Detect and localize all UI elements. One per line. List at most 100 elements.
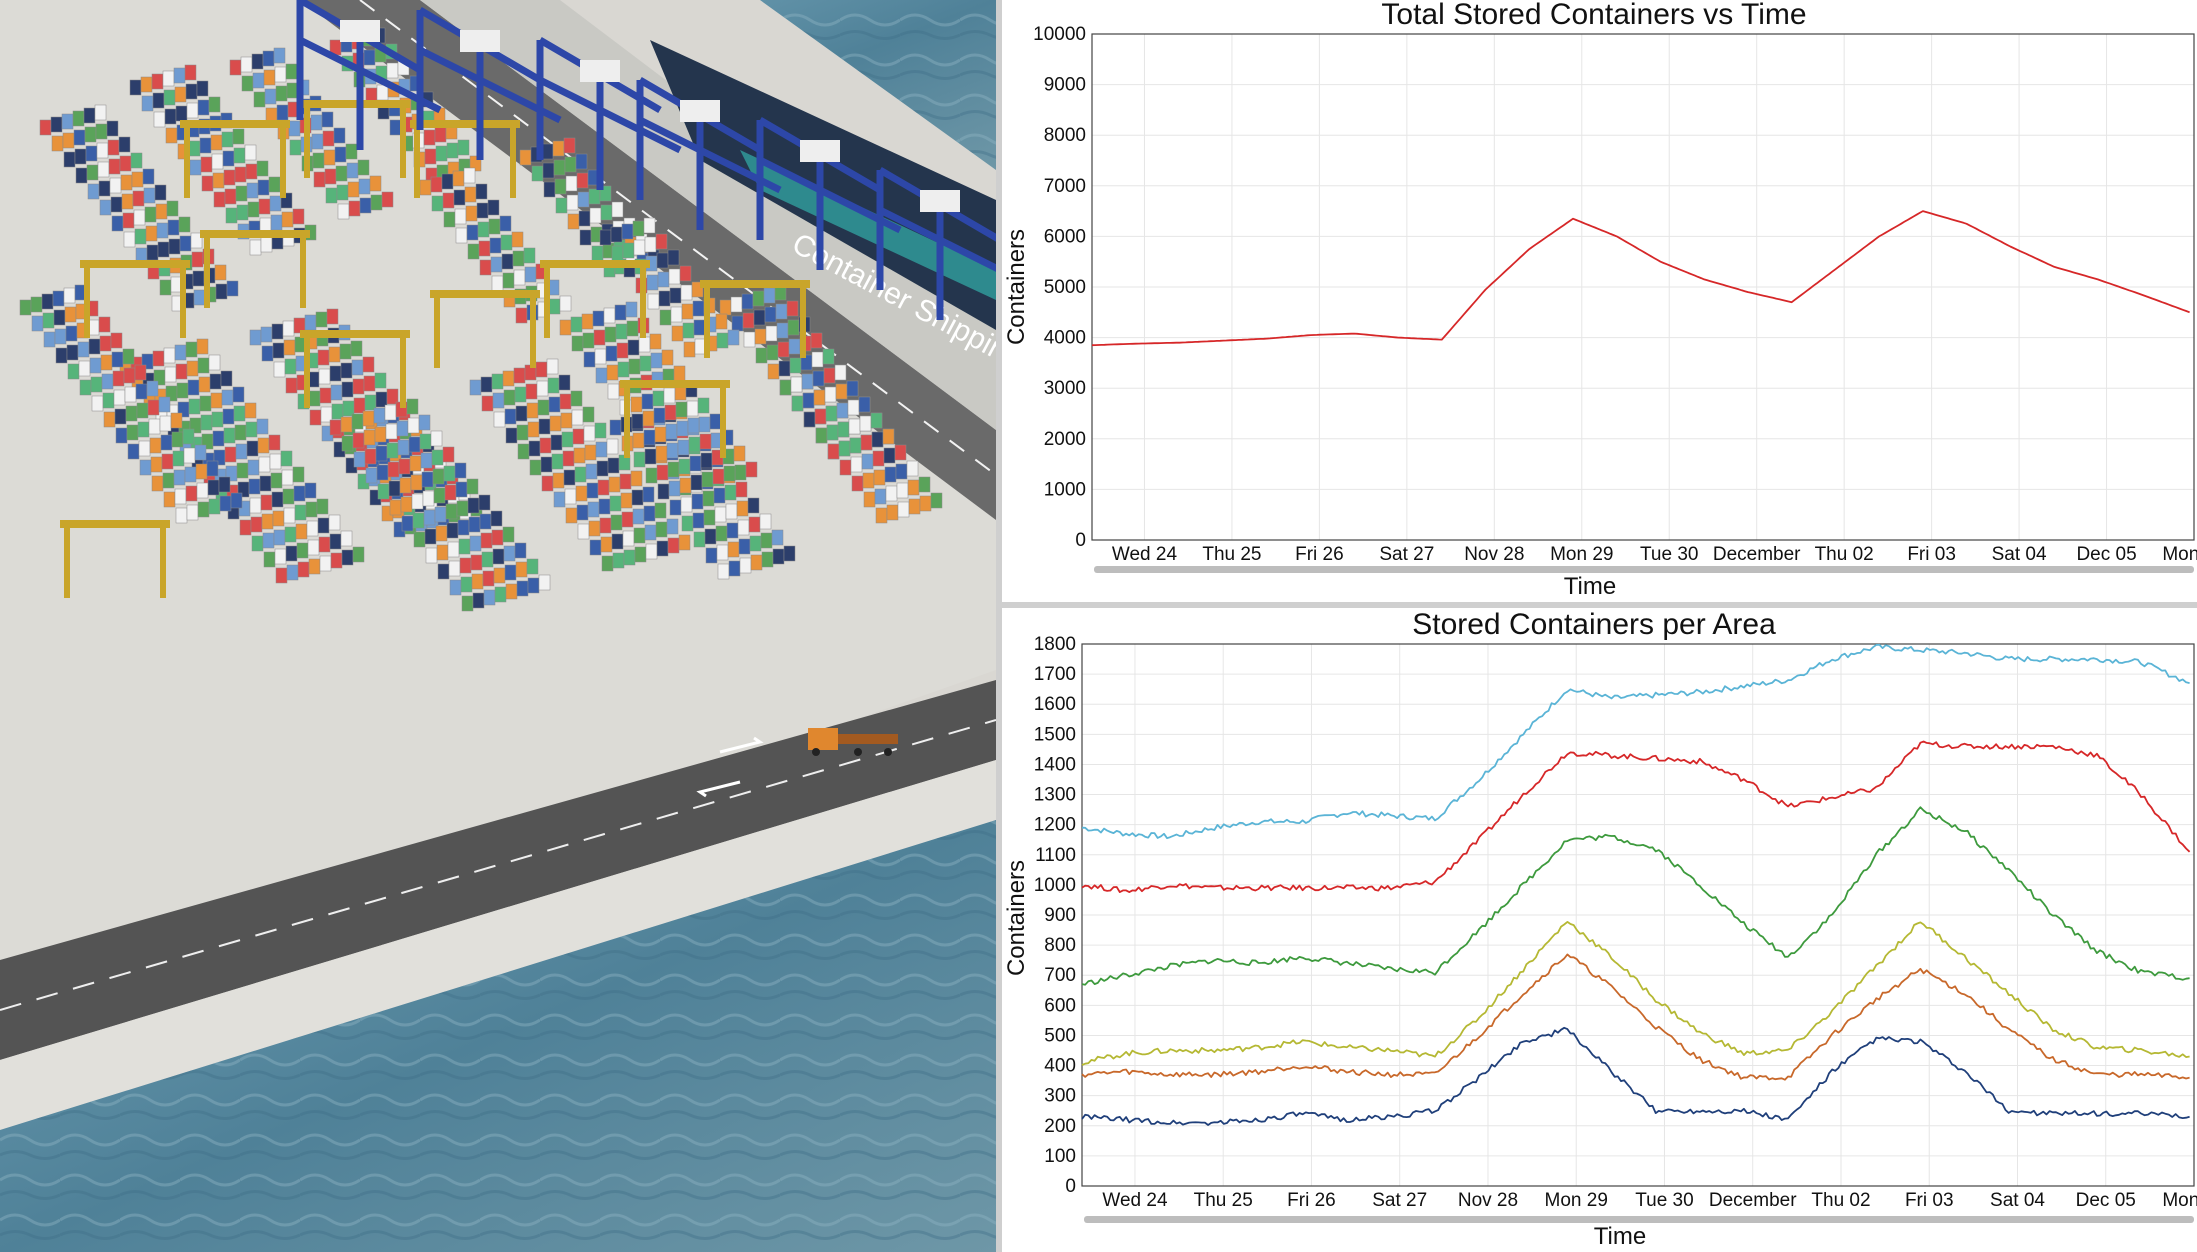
stored-containers-per-area-chart: Stored Containers per Area Time Containe… bbox=[1003, 608, 2197, 1250]
container-stack-icon bbox=[419, 167, 572, 324]
gantry-crane-icon bbox=[700, 280, 810, 358]
panel-divider bbox=[996, 0, 1002, 1252]
x-tick-label: Fri 26 bbox=[1287, 1190, 1336, 1211]
y-tick-label: 1000 bbox=[1034, 875, 1076, 896]
x-tick-label: Mon 29 bbox=[1550, 544, 1613, 565]
x-tick-label: Tue 30 bbox=[1640, 544, 1698, 565]
gantry-crane-icon bbox=[430, 290, 540, 368]
y-tick-label: 900 bbox=[1044, 905, 1076, 926]
gantry-crane-icon bbox=[80, 260, 190, 338]
ship-to-shore-crane-icon bbox=[756, 116, 902, 270]
y-tick-label: 6000 bbox=[1044, 226, 1086, 247]
x-tick-label: Sat 04 bbox=[1990, 1190, 2045, 1211]
x-tick-label: Mon 06 bbox=[2162, 1190, 2197, 1211]
y-tick-label: 3000 bbox=[1044, 378, 1086, 399]
x-tick-label: Mon 29 bbox=[1545, 1190, 1608, 1211]
x-tick-label: Thu 02 bbox=[1815, 544, 1874, 565]
container-stack-icon bbox=[329, 398, 551, 612]
yard-blocks-and-cranes bbox=[19, 0, 996, 612]
time-scrollbar[interactable] bbox=[1084, 1216, 2194, 1223]
y-tick-label: 200 bbox=[1044, 1116, 1076, 1137]
x-tick-label: Dec 05 bbox=[2076, 1190, 2136, 1211]
chart-title: Stored Containers per Area bbox=[1412, 608, 1776, 641]
chart-panel-per-area: Stored Containers per Area Time Containe… bbox=[1002, 608, 2197, 1252]
ship-to-shore-crane-icon bbox=[876, 166, 996, 320]
x-tick-label: Thu 25 bbox=[1194, 1190, 1253, 1211]
gantry-crane-icon bbox=[200, 230, 310, 308]
x-tick-label: Sat 27 bbox=[1379, 544, 1434, 565]
ship-to-shore-crane-icon bbox=[416, 6, 562, 160]
x-tick-label: Thu 02 bbox=[1811, 1190, 1870, 1211]
y-tick-label: 300 bbox=[1044, 1086, 1076, 1107]
gantry-crane-icon bbox=[300, 100, 410, 178]
x-tick-label: Dec 05 bbox=[2076, 544, 2136, 565]
gantry-crane-icon bbox=[410, 120, 520, 198]
y-tick-label: 10000 bbox=[1033, 24, 1086, 45]
series-line-4 bbox=[1081, 921, 2190, 1066]
chart-title: Total Stored Containers vs Time bbox=[1381, 0, 1806, 31]
y-axis-label: Containers bbox=[1003, 860, 1030, 976]
container-stack-icon bbox=[119, 338, 365, 584]
total-stored-containers-chart: Total Stored Containers vs Time Time Con… bbox=[1003, 0, 2197, 600]
gantry-crane-icon bbox=[180, 120, 290, 198]
x-tick-label: Sat 27 bbox=[1372, 1190, 1427, 1211]
y-tick-label: 7000 bbox=[1044, 176, 1086, 197]
gantry-crane-icon bbox=[300, 330, 410, 408]
y-tick-label: 4000 bbox=[1044, 328, 1086, 349]
y-tick-label: 800 bbox=[1044, 935, 1076, 956]
x-tick-label: Wed 24 bbox=[1112, 544, 1178, 565]
gantry-crane-icon bbox=[540, 260, 650, 338]
ship-to-shore-crane-icon bbox=[636, 76, 782, 230]
x-tick-label: Mon 06 bbox=[2162, 544, 2197, 565]
plot-area-frame bbox=[1081, 643, 2195, 1187]
y-tick-label: 600 bbox=[1044, 995, 1076, 1016]
y-tick-label: 1400 bbox=[1034, 754, 1076, 775]
container-stack-icon bbox=[19, 284, 243, 524]
x-tick-label: Fri 03 bbox=[1907, 544, 1956, 565]
y-tick-label: 400 bbox=[1044, 1056, 1076, 1077]
y-tick-label: 500 bbox=[1044, 1025, 1076, 1046]
y-tick-label: 1800 bbox=[1034, 634, 1076, 655]
x-tick-label: December bbox=[1709, 1190, 1797, 1211]
port-scene-illustration: Container Shipping bbox=[0, 0, 996, 1252]
x-axis-label: Time bbox=[1594, 1223, 1646, 1250]
y-tick-label: 9000 bbox=[1044, 75, 1086, 96]
y-axis-label: Containers bbox=[1003, 229, 1030, 345]
panel-divider-horizontal bbox=[1002, 602, 2197, 608]
series-line-1 bbox=[1091, 210, 2190, 347]
series-line-2 bbox=[1081, 740, 2191, 893]
time-scrollbar[interactable] bbox=[1094, 566, 2194, 573]
series-line-3 bbox=[1081, 806, 2190, 986]
y-tick-label: 1100 bbox=[1035, 845, 1076, 866]
port-terminal-3d-view: Container Shipping bbox=[0, 0, 996, 1252]
truck-icon bbox=[808, 728, 898, 756]
series-line-1 bbox=[1081, 643, 2190, 840]
plot-area-frame bbox=[1091, 33, 2195, 541]
gantry-crane-icon bbox=[620, 380, 730, 458]
container-stack-icon bbox=[609, 401, 796, 580]
perimeter-road bbox=[0, 680, 996, 1060]
y-tick-label: 0 bbox=[1065, 1176, 1076, 1197]
y-tick-label: 1500 bbox=[1034, 724, 1076, 745]
container-stack-icon bbox=[599, 217, 740, 358]
x-tick-label: Tue 30 bbox=[1635, 1190, 1693, 1211]
y-tick-label: 2000 bbox=[1044, 429, 1086, 450]
x-tick-label: Thu 25 bbox=[1202, 544, 1261, 565]
y-tick-label: 100 bbox=[1044, 1146, 1076, 1167]
container-stack-icon bbox=[779, 364, 943, 524]
y-tick-label: 8000 bbox=[1044, 125, 1086, 146]
y-tick-label: 1700 bbox=[1034, 664, 1076, 685]
x-tick-label: Nov 28 bbox=[1458, 1190, 1518, 1211]
x-tick-label: Fri 03 bbox=[1905, 1190, 1954, 1211]
series-line-6 bbox=[1081, 1026, 2190, 1126]
y-tick-label: 1600 bbox=[1034, 694, 1076, 715]
y-tick-label: 5000 bbox=[1044, 277, 1086, 298]
series-line-5 bbox=[1081, 953, 2190, 1081]
chart-panel-total: Total Stored Containers vs Time Time Con… bbox=[1002, 0, 2197, 602]
x-tick-label: Nov 28 bbox=[1464, 544, 1524, 565]
x-tick-label: December bbox=[1713, 544, 1801, 565]
y-tick-label: 0 bbox=[1075, 530, 1086, 551]
container-stack-icon bbox=[469, 358, 691, 572]
x-tick-label: Sat 04 bbox=[1992, 544, 2047, 565]
x-tick-label: Fri 26 bbox=[1295, 544, 1344, 565]
